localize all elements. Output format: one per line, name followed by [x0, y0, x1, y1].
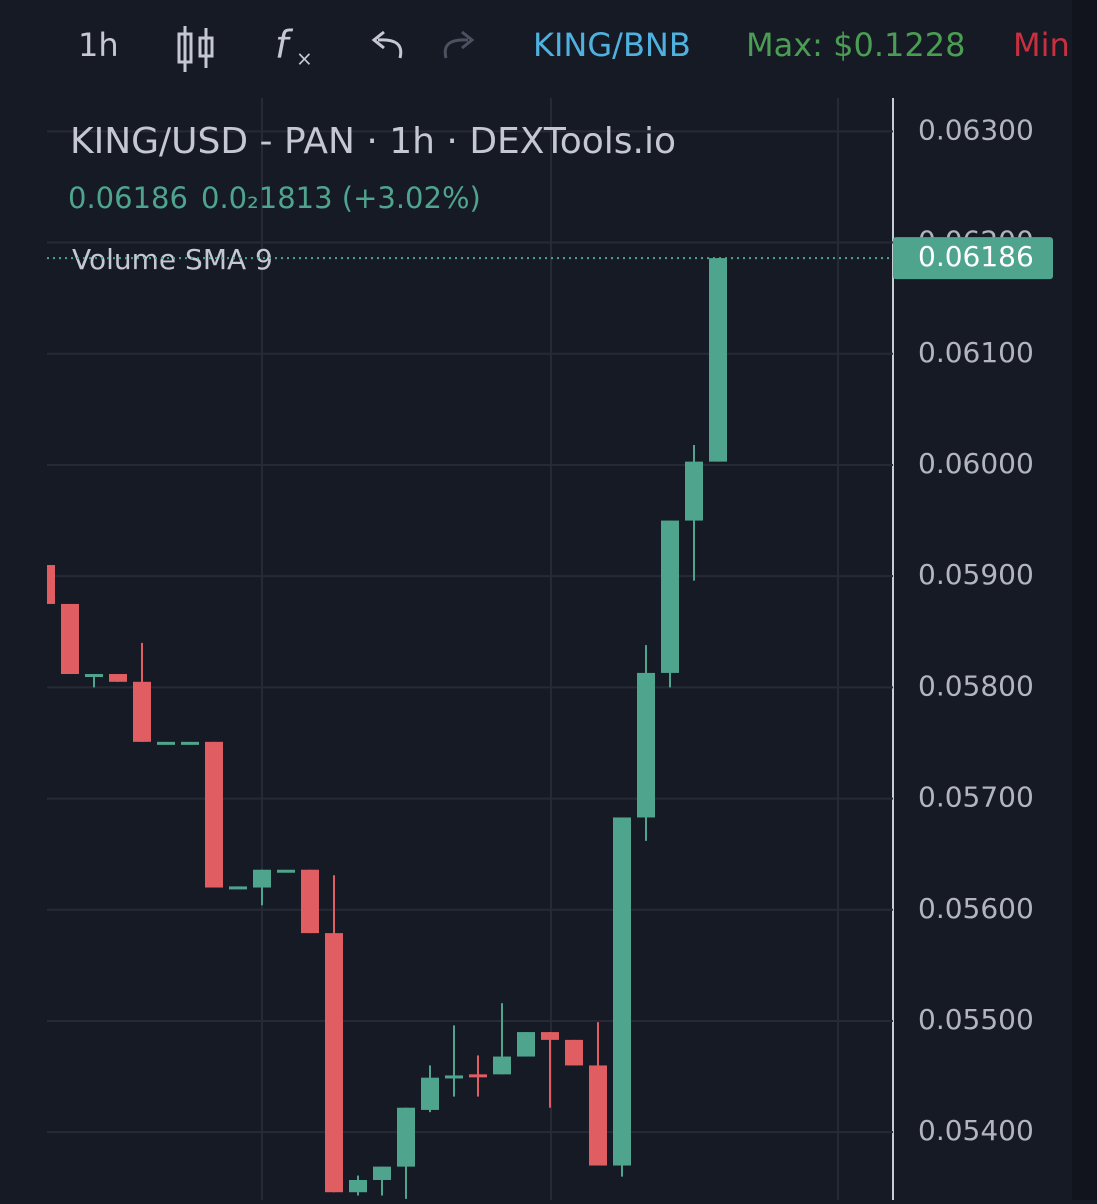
- grid: [47, 98, 893, 1200]
- body: [181, 741, 199, 745]
- y-tick-label: 0.05700: [918, 781, 1034, 814]
- body: [325, 933, 343, 1193]
- body: [61, 603, 79, 675]
- max-price: Max: $0.1228: [746, 26, 965, 64]
- body: [109, 674, 127, 682]
- body: [253, 869, 271, 888]
- chart-title: KING/USD - PAN · 1h · DEXTools.io: [70, 121, 676, 162]
- pair[interactable]: KING/BNB: [533, 26, 691, 64]
- body: [685, 461, 703, 521]
- redo-icon[interactable]: [443, 30, 475, 59]
- body: [277, 869, 295, 873]
- body: [373, 1166, 391, 1180]
- y-tick-label: 0.05800: [918, 669, 1034, 702]
- body: [133, 681, 151, 742]
- candles: [47, 258, 727, 1199]
- y-tick-label: 0.05500: [918, 1003, 1034, 1036]
- body: [541, 1032, 559, 1040]
- body: [229, 886, 247, 890]
- toolbar: 1h f × KING/BNB Max: $0.1228 Min: [78, 23, 1070, 72]
- body: [613, 817, 631, 1166]
- body: [301, 869, 319, 934]
- edge: [1072, 0, 1097, 1200]
- undo-icon[interactable]: [371, 30, 403, 59]
- body: [205, 741, 223, 888]
- body: [709, 258, 727, 462]
- body: [85, 674, 103, 678]
- interval[interactable]: 1h: [78, 26, 119, 64]
- body: [397, 1107, 415, 1167]
- candle-icon[interactable]: [177, 26, 214, 72]
- body: [589, 1065, 607, 1166]
- y-tick-label: 0.05400: [918, 1114, 1034, 1147]
- body: [445, 1075, 463, 1079]
- body: [637, 672, 655, 818]
- legend: KING/USD - PAN · 1h · DEXTools.io 0.0618…: [68, 121, 676, 276]
- last-price-label: 0.06186: [918, 240, 1034, 273]
- y-tick-label: 0.06000: [918, 447, 1034, 480]
- body: [517, 1032, 535, 1057]
- y-tick-label: 0.05600: [918, 892, 1034, 925]
- min-price: Min: [1013, 26, 1070, 64]
- y-tick-label: 0.06300: [918, 113, 1034, 146]
- price: 0.06186: [68, 181, 188, 215]
- body: [47, 565, 55, 604]
- body: [469, 1074, 487, 1078]
- indicator: Volume SMA 9: [72, 243, 273, 276]
- body: [349, 1179, 367, 1193]
- body: [157, 741, 175, 745]
- body: [565, 1039, 583, 1066]
- last-price-badge: [893, 237, 1053, 280]
- body: [421, 1077, 439, 1110]
- body: [493, 1056, 511, 1075]
- body: [661, 520, 679, 673]
- y-tick-label: 0.06100: [918, 336, 1034, 369]
- change: 0.0₂1813 (+3.02%): [201, 181, 481, 215]
- fx-icon-x: ×: [296, 47, 313, 71]
- y-tick-label: 0.05900: [918, 558, 1034, 591]
